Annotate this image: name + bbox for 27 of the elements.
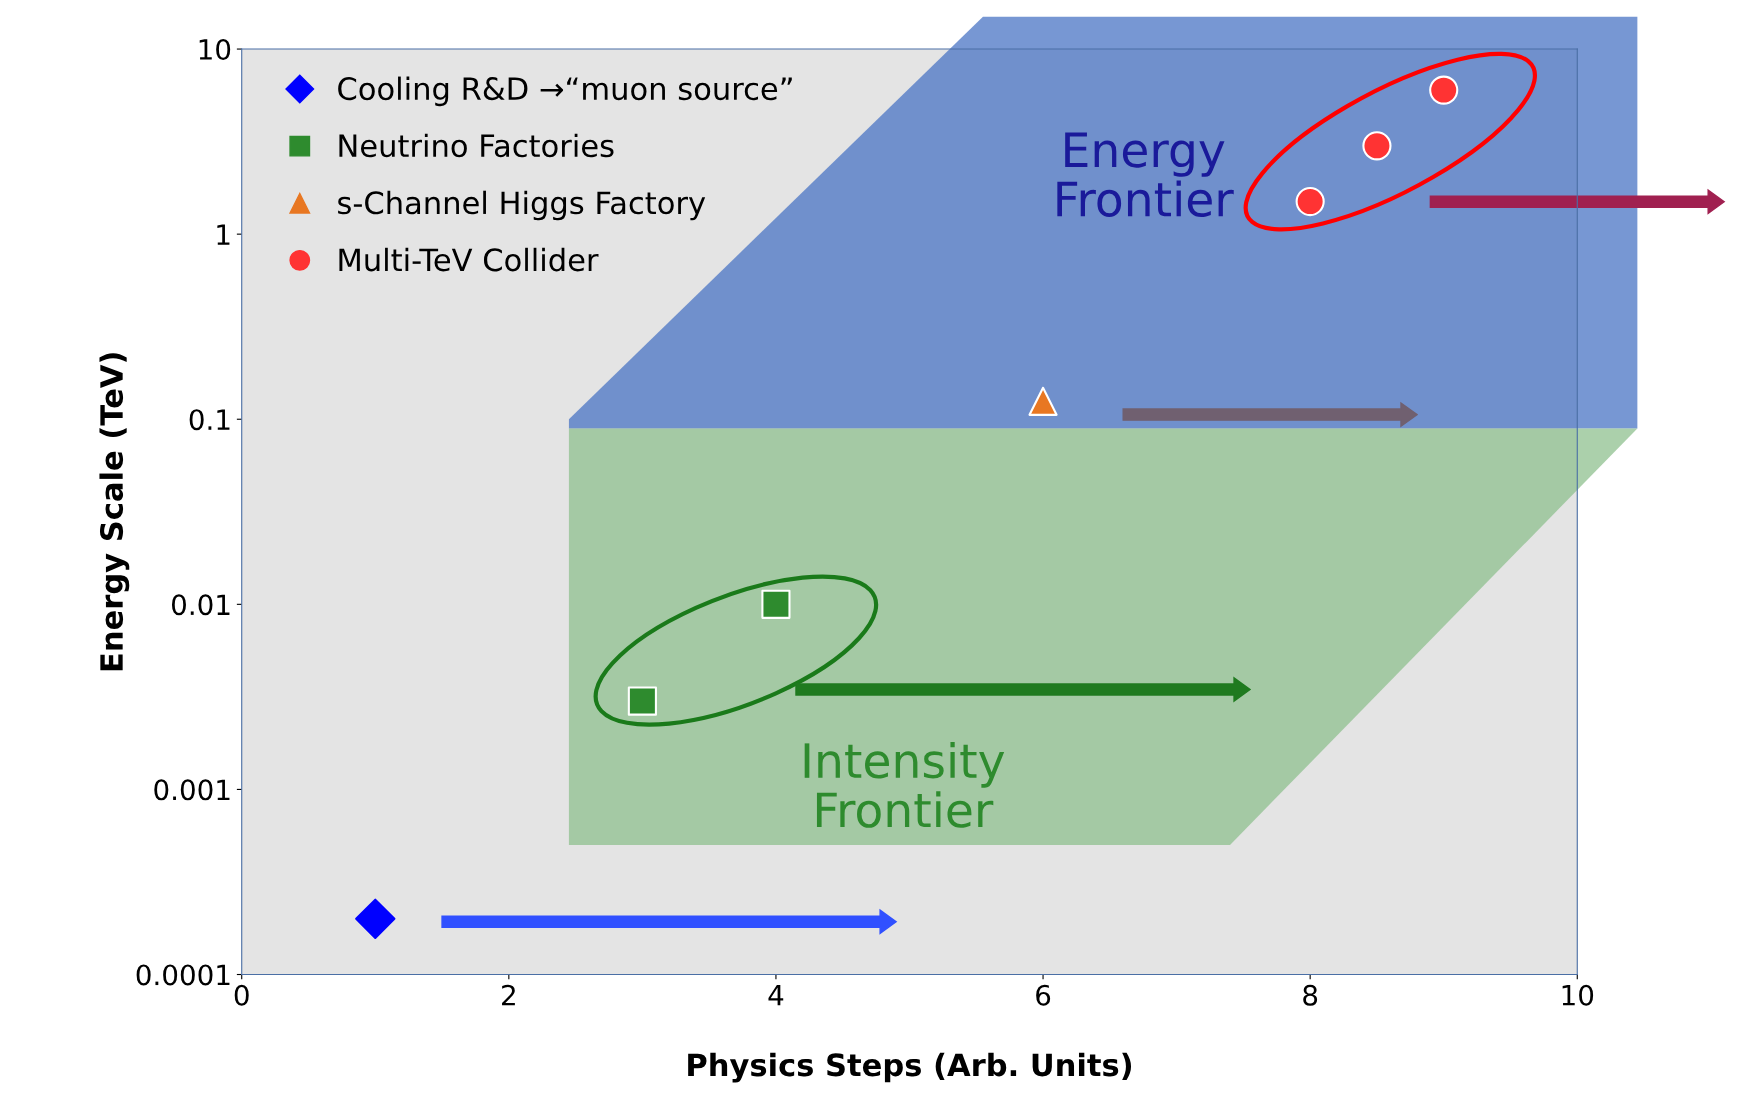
point <box>355 898 396 939</box>
point <box>1295 186 1325 217</box>
x-tick-label: 6 <box>1036 984 1051 1006</box>
point <box>1028 386 1058 416</box>
y-tick-label: 0.01 <box>171 594 230 616</box>
x-tick-label: 10 <box>1562 984 1594 1006</box>
point <box>1429 75 1459 105</box>
y-tick-label: 10 <box>199 39 231 61</box>
y-tick-label: 1 <box>217 224 230 245</box>
annotation: Energy Frontier <box>1057 132 1234 217</box>
point <box>1362 131 1392 161</box>
y-axis-title: Energy Scale (TeV) <box>99 353 130 671</box>
annotation: Intensity Frontier <box>804 741 1005 828</box>
x-axis-title: Physics Steps (Arb. Units) <box>688 1052 1132 1083</box>
point <box>627 686 657 716</box>
x-tick-label: 0 <box>234 984 249 1006</box>
x-tick-label: 8 <box>1303 984 1318 1006</box>
legend-label: Cooling R&D →“muon source” <box>338 76 792 107</box>
y-tick-label: 0.001 <box>154 779 230 801</box>
x-tick-label: 4 <box>768 985 784 1006</box>
y-tick-label: 0.1 <box>189 409 230 431</box>
legend-label: Multi-TeV Collider <box>339 247 599 272</box>
legend-label: Neutrino Factories <box>339 133 614 158</box>
point <box>761 589 791 619</box>
x-tick-label: 2 <box>502 984 515 1006</box>
legend-label: s-Channel Higgs Factory <box>338 190 706 221</box>
y-tick-label: 0.0001 <box>136 964 230 986</box>
